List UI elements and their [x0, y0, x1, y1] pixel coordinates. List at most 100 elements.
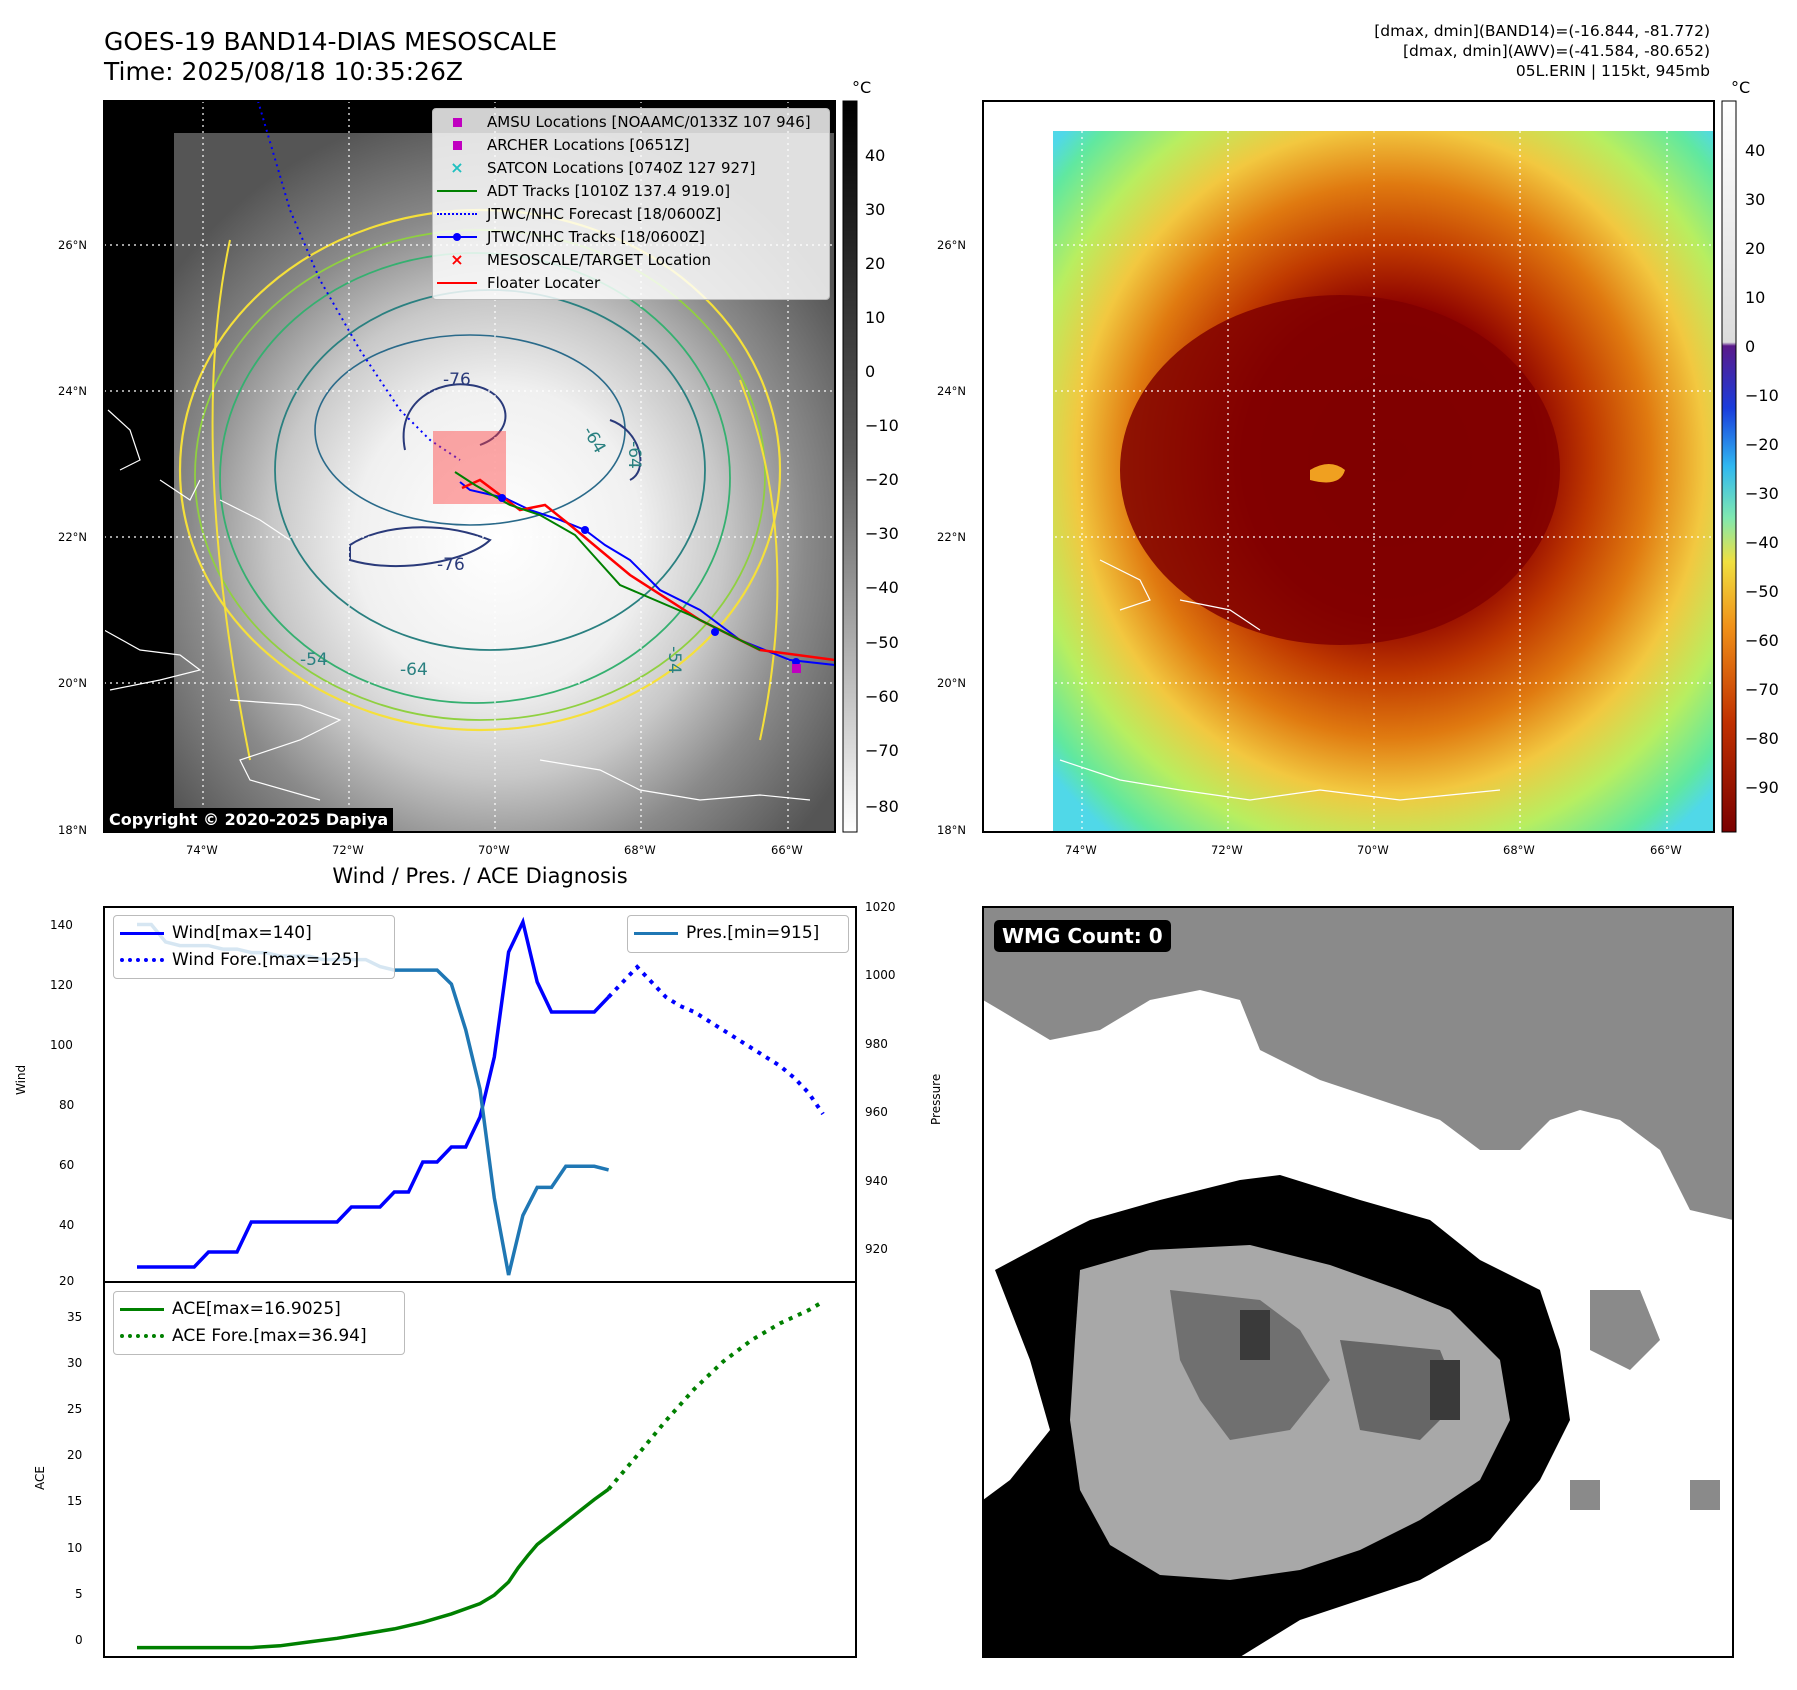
dmax-band14: [dmax, dmin](BAND14)=(-16.844, -81.772): [1374, 22, 1710, 40]
lon-label: 72°W: [332, 843, 364, 857]
legend-item-wind-fore: Wind Fore.[max=125]: [118, 949, 359, 971]
ace-tick: 30: [67, 1356, 83, 1370]
legend-item-floater: Floater Locater: [433, 272, 600, 294]
lat-label: 20°N: [58, 676, 87, 690]
colorbar-tick: 30: [1745, 190, 1766, 209]
colorbar-tick: 40: [1745, 141, 1766, 160]
chart-time: Time: 2025/08/18 10:35:26Z: [104, 57, 463, 86]
series-line-wind-1: [607, 964, 825, 1116]
ace-axis-label: ACE: [33, 1466, 47, 1490]
pressure-tick: 1000: [865, 968, 896, 982]
colorbar-unit: °C: [852, 78, 872, 97]
colorbar-tick: 0: [865, 362, 876, 381]
legend-item-amsu: AMSU Locations [NOAAMC/0133Z 107 946]: [433, 111, 811, 133]
ace-tick: 0: [75, 1633, 83, 1647]
storm-info: 05L.ERIN | 115kt, 945mb: [1515, 62, 1710, 80]
series-line-ace-1: [607, 1299, 825, 1491]
colorbar-tick: −20: [1745, 435, 1779, 454]
colorbar-tick: −90: [1745, 778, 1779, 797]
chart-title: GOES-19 BAND14-DIAS MESOSCALE: [104, 27, 558, 56]
lon-label: 68°W: [624, 843, 656, 857]
legend-item-forecast: JTWC/NHC Forecast [18/0600Z]: [433, 203, 721, 225]
lon-label: 74°W: [1065, 843, 1097, 857]
colorbar-tick: 0: [1745, 337, 1756, 356]
colorbar-tick: 20: [1745, 239, 1766, 258]
colorbar-tick: −10: [1745, 386, 1779, 405]
contour-label: -54: [663, 646, 684, 674]
lon-label: 74°W: [186, 843, 218, 857]
lat-label: 26°N: [937, 238, 966, 252]
lon-label: 70°W: [1357, 843, 1389, 857]
wmg-panel: [982, 906, 1734, 1658]
dmax-awv: [dmax, dmin](AWV)=(-41.584, -80.652): [1403, 42, 1710, 60]
pressure-tick: 980: [865, 1037, 888, 1051]
wind-tick: 20: [59, 1274, 75, 1288]
colorbar-tick: −60: [865, 687, 899, 706]
legend-item-target: × MESOSCALE/TARGET Location: [450, 250, 712, 269]
lat-label: 22°N: [58, 530, 87, 544]
colorbar-tick: −70: [1745, 680, 1779, 699]
colorbar-tick: 10: [865, 308, 886, 327]
colorbar-tick: −20: [865, 470, 899, 489]
ace-legend: ACE[max=16.9025] ACE Fore.[max=36.94]: [113, 1291, 405, 1355]
wind-tick: 80: [59, 1098, 75, 1112]
lat-label: 24°N: [58, 384, 87, 398]
pressure-tick: 960: [865, 1105, 888, 1119]
contour-label: -76: [437, 555, 465, 575]
wind-tick: 120: [50, 978, 73, 992]
colorbar-tick: −30: [1745, 484, 1779, 503]
colorbar-tick: −40: [1745, 533, 1779, 552]
colorbar-tick: −60: [1745, 631, 1779, 650]
lat-label: 22°N: [937, 530, 966, 544]
colorbar-tick: −50: [865, 633, 899, 652]
contour-label: -54: [300, 650, 328, 670]
lon-label: 66°W: [771, 843, 803, 857]
diagnosis-title: Wind / Pres. / ACE Diagnosis: [332, 864, 628, 888]
colorbar-tick: 10: [1745, 288, 1766, 307]
colorbar-tick: 20: [865, 254, 886, 273]
legend-item-adt: ADT Tracks [1010Z 137.4 919.0]: [433, 180, 730, 202]
legend-item-wind: Wind[max=140]: [118, 922, 312, 944]
map-legend: AMSU Locations [NOAAMC/0133Z 107 946] AR…: [432, 108, 830, 300]
lon-label: 68°W: [1503, 843, 1535, 857]
colorbar-tick: 30: [865, 200, 886, 219]
series-line-wind-0: [137, 916, 610, 1269]
colorbar-tick: 40: [865, 146, 886, 165]
wind-tick: 140: [50, 918, 73, 932]
legend-item-satcon: × SATCON Locations [0740Z 127 927]: [450, 158, 756, 177]
lat-label: 20°N: [937, 676, 966, 690]
lon-label: 72°W: [1211, 843, 1243, 857]
ace-tick: 20: [67, 1448, 83, 1462]
pressure-axis-label: Pressure: [929, 1073, 943, 1125]
contour-label: -64: [623, 441, 644, 469]
legend-item-ace: ACE[max=16.9025]: [118, 1298, 341, 1320]
wmg-count-badge: WMG Count: 0: [994, 920, 1171, 952]
pressure-tick: 920: [865, 1242, 888, 1256]
legend-item-archer: ARCHER Locations [0651Z]: [433, 134, 690, 156]
ace-tick: 35: [67, 1310, 83, 1324]
legend-item-pres: Pres.[min=915]: [632, 922, 819, 944]
lat-label: 18°N: [937, 823, 966, 837]
colorbar-tick: −40: [865, 578, 899, 597]
legend-item-ace-fore: ACE Fore.[max=36.94]: [118, 1325, 367, 1347]
lat-label: 26°N: [58, 238, 87, 252]
colorbar-unit: °C: [1731, 78, 1751, 97]
wind-tick: 60: [59, 1158, 75, 1172]
ace-tick: 25: [67, 1402, 83, 1416]
colorbar-tick: −80: [1745, 729, 1779, 748]
pressure-tick: 940: [865, 1174, 888, 1188]
wind-axis-label: Wind: [14, 1064, 28, 1095]
colorbar-tick: −50: [1745, 582, 1779, 601]
colorbar-tick: −70: [865, 741, 899, 760]
lat-label: 18°N: [58, 823, 87, 837]
copyright-label: Copyright © 2020-2025 Dapiya: [104, 808, 394, 831]
ace-tick: 5: [75, 1587, 83, 1601]
wind-tick: 100: [50, 1038, 73, 1052]
colorbar-tick: −30: [865, 524, 899, 543]
wind-tick: 40: [59, 1218, 75, 1232]
awv-map: [983, 101, 1714, 832]
ace-tick: 10: [67, 1541, 83, 1555]
lat-label: 24°N: [937, 384, 966, 398]
contour-label: -64: [400, 660, 428, 680]
